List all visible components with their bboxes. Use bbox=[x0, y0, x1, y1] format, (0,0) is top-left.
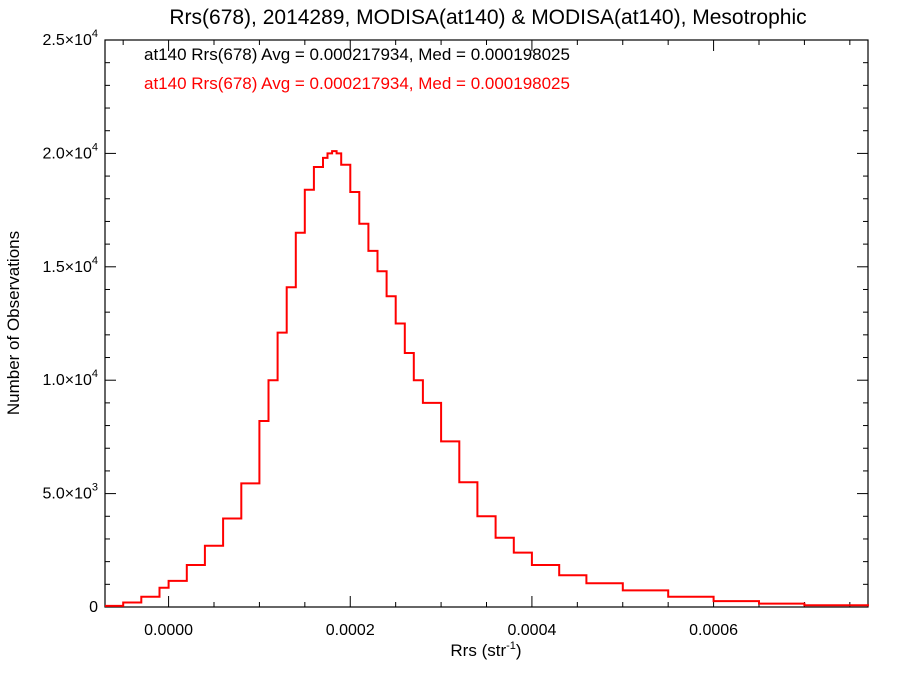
y-tick-label-3: 1.5×104 bbox=[42, 255, 98, 276]
chart-title: Rrs(678), 2014289, MODISA(at140) & MODIS… bbox=[169, 6, 806, 29]
legend-entry-1: at140 Rrs(678) Avg = 0.000217934, Med = … bbox=[144, 45, 570, 64]
x-axis-label-superscript: -1 bbox=[506, 640, 516, 652]
plot-area-frame bbox=[104, 39, 869, 608]
y-axis-ticks: 0 5.0×103 1.0×104 1.5×104 2.0×104 2.5×104 bbox=[42, 28, 868, 616]
x-axis-label: Rrs (str-1) bbox=[450, 640, 521, 660]
x-tick-label-1: 0.0002 bbox=[326, 622, 375, 639]
y-tick-label-0: 0 bbox=[89, 599, 98, 616]
x-tick-label-2: 0.0004 bbox=[507, 622, 556, 639]
y-tick-label-5: 2.5×104 bbox=[42, 28, 98, 49]
y-tick-label-2: 1.0×104 bbox=[42, 368, 98, 389]
x-axis-ticks: 0.0000 0.0002 0.0004 0.0006 bbox=[122, 40, 851, 639]
y-tick-label-1: 5.0×103 bbox=[42, 482, 98, 503]
histogram-series-line bbox=[105, 150, 869, 607]
x-axis-label-base: Rrs (str bbox=[450, 641, 506, 660]
legend-entry-2: at140 Rrs(678) Avg = 0.000217934, Med = … bbox=[144, 74, 570, 93]
y-tick-label-4: 2.0×104 bbox=[42, 141, 98, 162]
y-axis-label: Number of Observations bbox=[4, 231, 23, 415]
x-tick-label-0: 0.0000 bbox=[144, 622, 193, 639]
x-axis-label-end: ) bbox=[516, 641, 522, 660]
x-tick-label-3: 0.0006 bbox=[689, 622, 738, 639]
